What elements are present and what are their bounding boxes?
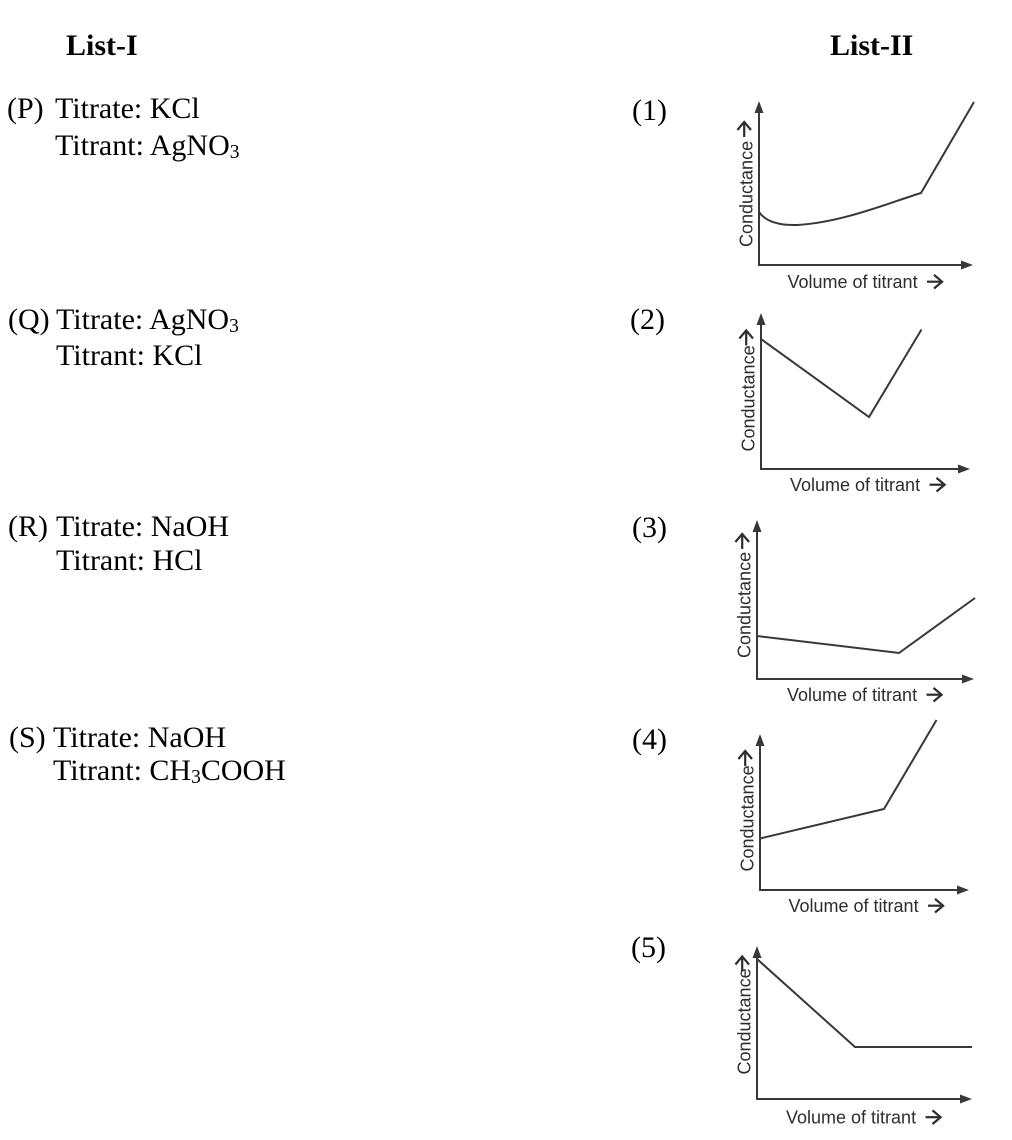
svg-text:Volume of titrant: Volume of titrant xyxy=(790,475,920,495)
svg-text:Volume of titrant: Volume of titrant xyxy=(788,272,918,292)
svg-text:Volume of titrant: Volume of titrant xyxy=(786,1108,916,1128)
svg-text:Conductance: Conductance xyxy=(735,968,755,1074)
svg-text:Conductance: Conductance xyxy=(735,552,755,658)
svg-text:Volume of titrant: Volume of titrant xyxy=(787,685,917,705)
svg-text:Conductance: Conductance xyxy=(737,141,757,247)
svg-text:Conductance: Conductance xyxy=(739,345,759,451)
svg-text:Conductance: Conductance xyxy=(738,765,758,871)
svg-text:Volume of titrant: Volume of titrant xyxy=(789,896,919,916)
